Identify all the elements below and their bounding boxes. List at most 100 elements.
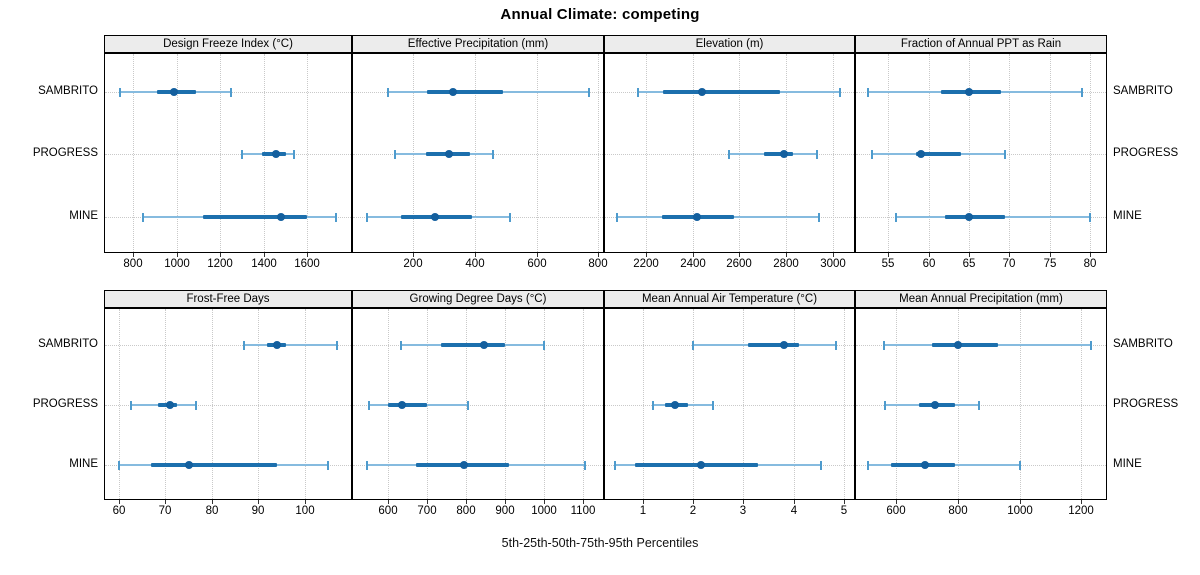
panel [104,308,352,500]
tick-mark [743,500,744,504]
panel-strip: Growing Degree Days (°C) [352,290,604,308]
median-dot [272,341,281,349]
iqr-bar [151,463,277,467]
whisker-cap-high [293,149,296,159]
whisker-cap-low [142,212,145,222]
panel-strip-label: Growing Degree Days (°C) [409,293,547,305]
tick-label: 60 [922,258,936,270]
whisker-cap-high [815,149,818,159]
tick-mark [307,253,308,257]
tick-mark [583,500,584,504]
median-dot [698,88,707,96]
whisker-cap-low [243,340,246,350]
whisker-cap-high [509,212,512,222]
median-dot [953,341,962,349]
gridline-vertical [220,54,221,252]
tick-label: 80 [205,505,219,517]
gridline-vertical [1050,54,1051,252]
row-label-left: PROGRESS [32,398,98,410]
tick-label: 55 [881,258,895,270]
tick-label: 1200 [1068,505,1094,517]
tick-mark [264,253,265,257]
tick-mark [888,253,889,257]
gridline-vertical [177,54,178,252]
whisker-cap-low [692,340,695,350]
iqr-bar [916,152,961,156]
tick-mark [258,500,259,504]
whisker-cap-low [241,149,244,159]
row-label-right: SAMBRITO [1113,338,1173,350]
tick-mark [220,253,221,257]
gridline-vertical [505,309,506,499]
tick-label: 1600 [294,258,320,270]
median-dot [479,341,488,349]
whisker-cap-high [194,400,197,410]
tick-mark [427,500,428,504]
tick-label: 1 [639,505,647,517]
tick-mark [475,253,476,257]
tick-mark [505,500,506,504]
gridline-vertical [743,309,744,499]
median-dot [779,341,788,349]
panel-strip-label: Design Freeze Index (°C) [163,38,293,50]
tick-mark [833,253,834,257]
tick-label: 2800 [773,258,799,270]
row-label-left: SAMBRITO [38,338,98,350]
tick-mark [165,500,166,504]
gridline-vertical [258,309,259,499]
whisker-cap-low [365,212,368,222]
tick-label: 800 [948,505,968,517]
gridline-vertical [537,54,538,252]
whisker-cap-high [543,340,546,350]
gridline-vertical [307,54,308,252]
tick-label: 800 [588,258,608,270]
tick-mark [693,500,694,504]
whisker-cap-high [978,400,981,410]
whisker-cap-high [712,400,715,410]
iqr-bar [202,215,308,219]
tick-label: 100 [295,505,315,517]
tick-mark [693,253,694,257]
whisker-cap-low [615,212,618,222]
whisker-cap-low [882,340,885,350]
tick-label: 1200 [207,258,233,270]
panel [352,53,604,253]
whisker-cap-high [492,149,495,159]
whisker-cap-high [835,340,838,350]
panel-strip-label: Frost-Free Days [186,293,270,305]
tick-label: 65 [962,258,976,270]
panel-strip-label: Elevation (m) [695,38,764,50]
iqr-bar [388,403,428,407]
tick-label: 4 [790,505,798,517]
median-dot [184,461,193,469]
median-dot [271,150,280,158]
tick-label: 200 [403,258,423,270]
tick-mark [969,253,970,257]
tick-label: 1100 [570,505,596,517]
row-label-left: PROGRESS [32,147,98,159]
figure-title: Annual Climate: competing [500,6,700,23]
panel [352,308,604,500]
whisker-cap-low [727,149,730,159]
whisker-cap-high [230,87,233,97]
median-dot [430,213,439,221]
tick-label: 3000 [820,258,846,270]
iqr-bar [440,343,506,347]
median-dot [165,401,174,409]
whisker-cap-high [820,460,823,470]
whisker-line [244,344,338,346]
gridline-horizontal [105,405,351,406]
median-dot [921,461,930,469]
tick-label: 60 [112,505,126,517]
tick-label: 800 [456,505,476,517]
tick-mark [1009,253,1010,257]
tick-mark [544,500,545,504]
row-label-left: MINE [69,210,98,222]
whisker-cap-high [817,212,820,222]
tick-mark [388,500,389,504]
tick-label: 3 [739,505,747,517]
tick-mark [896,500,897,504]
whisker-cap-low [895,212,898,222]
tick-mark [646,253,647,257]
